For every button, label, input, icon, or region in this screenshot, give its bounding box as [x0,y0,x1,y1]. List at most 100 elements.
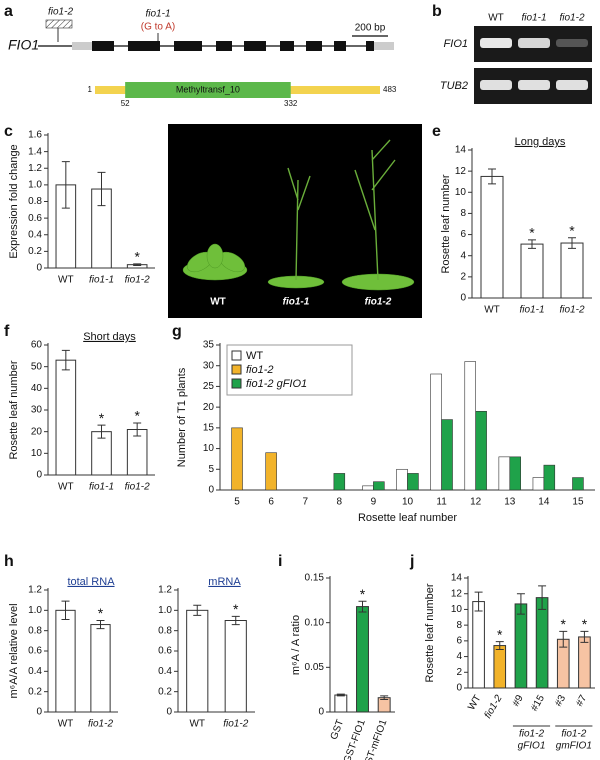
x-tick-label: 6 [268,497,274,508]
y-tick-label: 0 [36,707,42,718]
y-tick-label: 0 [456,683,462,694]
photo-label: WT [210,297,226,308]
significance: * [360,586,366,602]
y-axis-label: m⁶A / A ratio [290,615,302,675]
bar [560,242,584,299]
significance: * [233,601,239,617]
gel-col: WT [488,13,504,24]
y-tick-label: 1.2 [158,585,172,596]
error-bar [336,693,345,697]
y-tick-label: 4 [460,250,466,261]
y-tick-label: 6 [456,635,462,646]
bar [430,373,442,491]
bar [572,477,584,491]
y-tick-label: 1.4 [28,146,42,157]
y-tick-label: 1.0 [28,180,42,191]
x-tick-label: #15 [529,693,547,713]
error-bar [538,585,547,610]
error-bar [488,168,496,185]
bar [90,624,111,713]
y-tick-label: 0.6 [158,646,172,657]
y-tick-label: 0.2 [28,246,42,257]
y-tick-label: 0 [36,470,42,481]
y-tick-label: 0.6 [28,646,42,657]
bar [532,477,545,491]
x-tick-label: fio1-2 [88,719,113,730]
error-bar [516,593,525,615]
panel-letter: i [278,553,282,570]
x-axis-label: Rosette leaf number [358,512,457,524]
photo-label: fio1-1 [283,297,310,308]
y-axis-label: Number of T1 plants [176,367,188,467]
legend-swatch [231,378,242,389]
y-tick-label: 0.4 [158,666,172,677]
x-tick-label: #3 [553,693,568,709]
y-tick-label: 1.0 [28,605,42,616]
error-bar [495,641,504,650]
y-tick-label: 50 [31,361,43,372]
x-tick-label: fio1-2 [223,719,248,730]
significance: * [569,222,575,238]
y-tick-label: 0.6 [28,213,42,224]
x-tick-label: WT [189,719,205,730]
bar [55,609,76,713]
y-tick-label: 2 [460,271,466,282]
y-tick-label: 1.6 [28,130,42,141]
error-bar [380,695,389,700]
t-dna [45,19,73,29]
y-axis-label: Expression fold change [8,144,20,258]
bar [333,473,346,491]
bar [55,359,77,476]
y-tick-label: 1.2 [28,163,42,174]
y-tick-label: 20 [203,402,215,413]
scale-label: 200 bp [355,23,386,34]
x-tick-label: fio1-2 [559,305,584,316]
x-tick-label: WT [484,305,500,316]
y-tick-label: 60 [31,340,43,351]
y-tick-label: 1.2 [28,585,42,596]
x-tick-label: 11 [436,497,447,508]
bar [407,473,419,491]
y-tick-label: 0.05 [305,662,325,673]
x-tick-label: 8 [337,497,343,508]
bar [480,175,504,299]
bar [514,603,528,689]
bar [498,456,511,491]
band [556,80,588,90]
y-tick-label: 30 [203,360,215,371]
panel-letter: b [432,3,442,20]
y-tick-label: 20 [31,426,43,437]
bar [362,485,374,491]
error-bar [97,424,106,439]
gel-row: FIO1 [444,38,468,50]
bar [543,464,556,491]
pos-label: 483 [383,85,397,94]
group-label: gmFIO1 [556,741,592,752]
bar [334,694,348,713]
legend-swatch [231,364,242,375]
x-tick-label: 12 [470,497,482,508]
y-tick-label: 12 [451,588,463,599]
group-label: fio1-2 [519,729,544,740]
y-axis-label: m⁶A/A relative level [8,603,20,698]
y-tick-label: 10 [203,443,215,454]
error-bar [96,620,105,630]
y-tick-label: 8 [456,620,462,631]
x-tick-label: fio1-1 [89,275,114,286]
y-tick-label: 10 [451,604,463,615]
bar [472,601,485,689]
x-tick-label: GST [329,718,346,741]
error-bar [133,422,142,437]
bar [464,361,476,491]
y-tick-label: 40 [31,383,43,394]
pos-label: 332 [284,99,298,108]
y-tick-label: 4 [456,651,462,662]
utr [372,42,394,50]
x-tick-label: 13 [504,497,516,508]
photo-label: fio1-2 [365,297,392,308]
bar [493,645,507,689]
x-tick-label: 7 [302,497,308,508]
x-tick-label: #9 [511,693,526,709]
subtitle: mRNA [208,576,241,588]
gene-name: FIO1 [8,37,39,53]
